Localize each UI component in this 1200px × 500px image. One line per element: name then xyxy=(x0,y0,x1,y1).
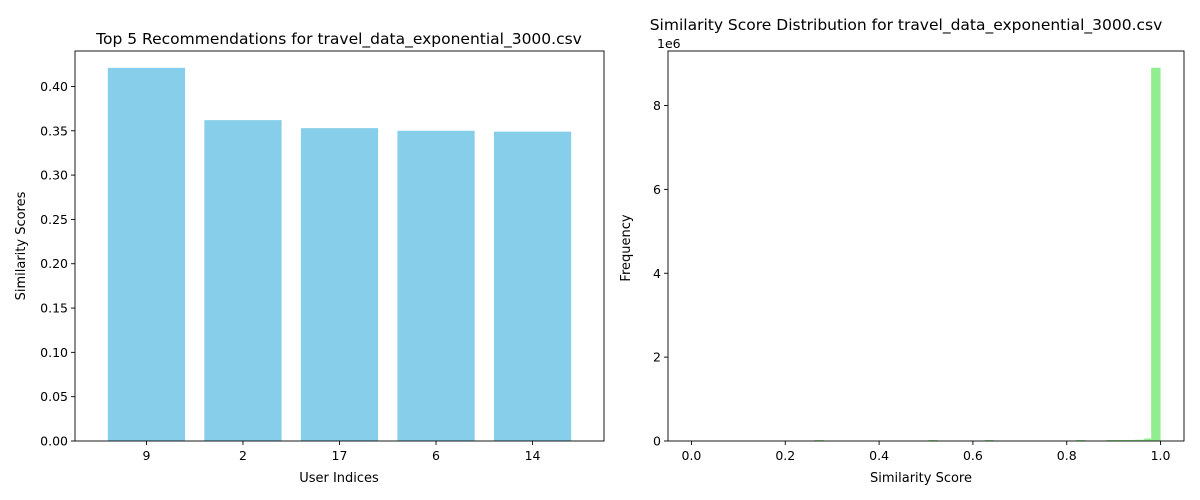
histogram-bin xyxy=(1134,439,1145,441)
histogram-bin xyxy=(814,440,824,441)
histogram-bin xyxy=(1151,67,1161,441)
recommendations-x-axis-label: User Indices xyxy=(299,471,379,486)
bar-user-14 xyxy=(493,131,572,441)
bar-user-2 xyxy=(204,120,282,442)
recommendations-chart: Top 5 Recommendations for travel_data_ex… xyxy=(14,30,605,486)
y-tick-label: 4 xyxy=(653,266,661,281)
x-tick-label: 6 xyxy=(432,448,440,463)
x-tick-label: 0.8 xyxy=(1057,448,1077,463)
distribution-y-axis-label: Frequency xyxy=(619,214,634,281)
y-tick-label: 8 xyxy=(653,98,661,113)
y-tick-label: 6 xyxy=(653,182,661,197)
distribution-scale-note: 1e6 xyxy=(657,36,681,51)
histogram-bin xyxy=(928,440,938,441)
distribution-bars xyxy=(814,67,1161,441)
recommendations-chart-title: Top 5 Recommendations for travel_data_ex… xyxy=(95,30,582,49)
recommendations-plot-frame xyxy=(74,50,605,442)
y-tick-label: 0.35 xyxy=(40,123,68,138)
y-tick-label: 0.40 xyxy=(40,79,68,94)
y-tick-label: 0.25 xyxy=(40,212,68,227)
recommendations-x-ticks: 9 2 17 6 14 xyxy=(142,441,541,463)
y-tick-label: 0.15 xyxy=(40,301,68,316)
recommendations-bars xyxy=(107,67,572,442)
distribution-plot-frame xyxy=(667,50,1185,442)
x-tick-label: 0.6 xyxy=(963,448,983,463)
y-tick-label: 2 xyxy=(653,350,661,365)
recommendations-y-axis-label: Similarity Scores xyxy=(14,191,29,300)
distribution-chart: Similarity Score Distribution for travel… xyxy=(619,16,1185,486)
distribution-y-ticks: 0 2 4 6 8 xyxy=(653,98,668,449)
y-tick-label: 0 xyxy=(653,434,661,449)
histogram-bin xyxy=(1125,440,1135,441)
y-tick-label: 0.00 xyxy=(40,434,68,449)
histogram-bin xyxy=(1106,440,1116,441)
histogram-bin xyxy=(1144,438,1152,441)
x-tick-label: 14 xyxy=(525,448,541,463)
x-tick-label: 17 xyxy=(332,448,348,463)
x-tick-label: 1.0 xyxy=(1151,448,1171,463)
histogram-bin xyxy=(1115,440,1126,441)
y-tick-label: 0.10 xyxy=(40,345,68,360)
x-tick-label: 2 xyxy=(239,448,247,463)
y-tick-label: 0.20 xyxy=(40,256,68,271)
bar-user-17 xyxy=(300,128,379,441)
x-tick-label: 0.2 xyxy=(775,448,795,463)
histogram-bin xyxy=(984,440,995,441)
bar-user-6 xyxy=(397,130,475,442)
recommendations-y-ticks: 0.00 0.05 0.10 0.15 0.20 0.25 0.30 0.35 0.40 xyxy=(40,79,75,449)
x-tick-label: 9 xyxy=(142,448,150,463)
y-tick-label: 0.30 xyxy=(40,168,68,183)
distribution-x-axis-label: Similarity Score xyxy=(870,471,972,486)
distribution-x-ticks: 0.0 0.2 0.4 0.6 0.8 1.0 xyxy=(682,441,1171,463)
x-tick-label: 0.4 xyxy=(869,448,889,463)
distribution-chart-title: Similarity Score Distribution for travel… xyxy=(650,16,1163,35)
x-tick-label: 0.0 xyxy=(682,448,702,463)
bar-user-9 xyxy=(107,67,186,441)
y-tick-label: 0.05 xyxy=(40,389,68,404)
histogram-bin xyxy=(1076,440,1086,441)
